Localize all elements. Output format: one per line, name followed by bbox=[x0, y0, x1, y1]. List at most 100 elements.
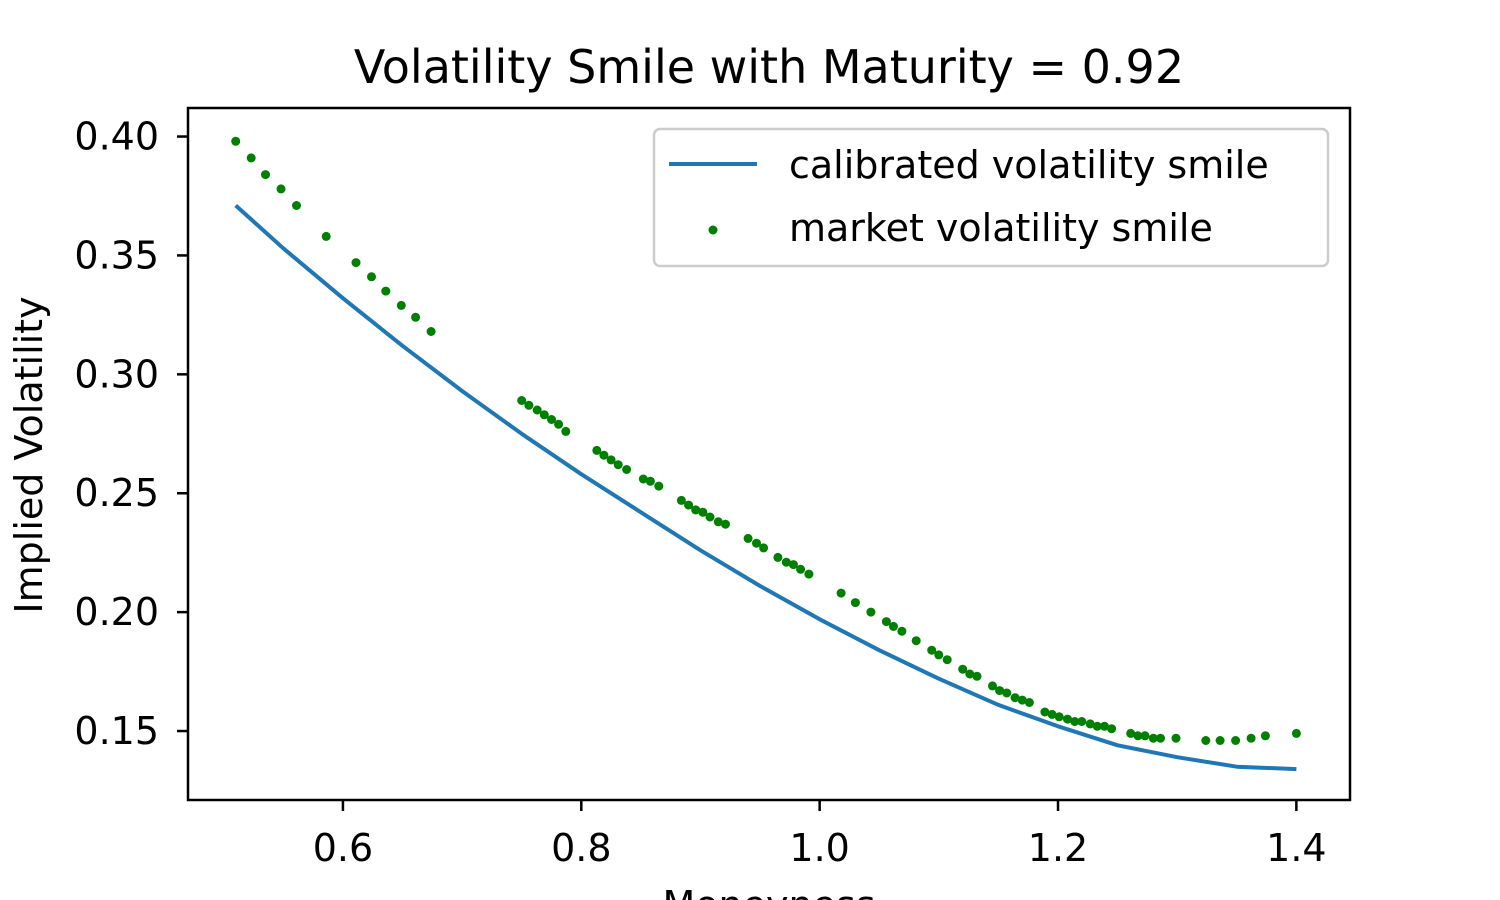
market-smile-point bbox=[759, 543, 769, 553]
market-smile-point bbox=[231, 136, 241, 146]
market-smile-point bbox=[261, 170, 270, 180]
legend-dot-swatch bbox=[708, 225, 718, 235]
market-smile-point bbox=[866, 607, 876, 617]
market-smile-point bbox=[592, 445, 602, 455]
y-tick-label: 0.20 bbox=[74, 590, 159, 634]
market-smile-point bbox=[1070, 717, 1080, 726]
market-smile-point bbox=[396, 300, 406, 310]
market-smile-point bbox=[804, 569, 814, 579]
market-smile-point bbox=[788, 560, 798, 570]
market-smile-point bbox=[1215, 736, 1225, 745]
market-smile-point bbox=[1100, 721, 1109, 731]
market-smile-point bbox=[1077, 717, 1087, 726]
y-tick-label: 0.40 bbox=[74, 115, 159, 159]
market-smile-point bbox=[958, 664, 968, 674]
market-smile-point bbox=[638, 474, 648, 484]
market-smile-point bbox=[292, 201, 301, 210]
market-smile-point bbox=[1107, 724, 1117, 734]
legend-label-market: market volatility smile bbox=[789, 206, 1213, 250]
market-smile-point bbox=[1010, 693, 1020, 703]
market-smile-point bbox=[645, 476, 655, 486]
market-smile-point bbox=[1171, 733, 1181, 743]
y-tick-label: 0.25 bbox=[74, 471, 159, 515]
market-smile-point bbox=[676, 495, 686, 505]
market-smile-point bbox=[995, 686, 1005, 696]
y-tick-label: 0.15 bbox=[74, 709, 159, 753]
market-smile-point bbox=[1140, 731, 1150, 741]
market-smile-point bbox=[972, 671, 982, 681]
market-smile-point bbox=[1291, 728, 1301, 738]
market-smile-point bbox=[881, 617, 891, 627]
market-smile-point bbox=[381, 286, 391, 296]
y-axis-title: Implied Volatility bbox=[7, 296, 51, 613]
y-tick-label: 0.35 bbox=[74, 233, 159, 277]
market-smile-point bbox=[934, 650, 944, 660]
market-smile-point bbox=[606, 455, 616, 465]
market-smile-point bbox=[1148, 733, 1158, 743]
market-smile-point bbox=[613, 460, 623, 470]
market-smile-point bbox=[850, 598, 860, 608]
market-smile-point bbox=[524, 400, 534, 410]
market-smile-point bbox=[1246, 733, 1256, 743]
market-smile-point bbox=[691, 505, 701, 515]
x-axis-title: Moneyness bbox=[662, 883, 875, 900]
market-smile-point bbox=[246, 153, 256, 163]
market-smile-point bbox=[411, 312, 421, 322]
market-smile-point bbox=[1260, 731, 1270, 741]
market-smile-point bbox=[1017, 695, 1027, 705]
market-smile-point bbox=[1231, 736, 1241, 745]
market-smile-point bbox=[988, 681, 997, 691]
market-smile-point bbox=[276, 184, 286, 194]
market-smile-point bbox=[965, 669, 975, 679]
plot-area bbox=[231, 136, 1301, 772]
market-smile-point bbox=[599, 450, 609, 460]
market-smile-point bbox=[1085, 719, 1095, 729]
market-smile-point bbox=[547, 415, 556, 424]
market-smile-point bbox=[1024, 698, 1034, 707]
y-tick-label: 0.30 bbox=[74, 352, 159, 396]
market-smile-point bbox=[897, 626, 907, 636]
x-tick-label: 1.4 bbox=[1266, 826, 1326, 870]
market-smile-point bbox=[889, 621, 898, 631]
market-smile-point bbox=[517, 396, 527, 405]
market-smile-point bbox=[1201, 736, 1211, 745]
market-smile-point bbox=[684, 500, 694, 510]
market-smile-point bbox=[426, 327, 436, 336]
market-smile-point bbox=[654, 481, 664, 491]
market-smile-point bbox=[622, 465, 632, 474]
market-smile-point bbox=[1063, 714, 1072, 724]
chart-title: Volatility Smile with Maturity = 0.92 bbox=[354, 40, 1184, 94]
market-smile-point bbox=[561, 426, 571, 436]
market-smile-point bbox=[351, 258, 361, 268]
axis-ticks: 0.6 0.8 1.0 1.2 1.4 0.15 0.20 0.25 0.30 0.35 0.40 bbox=[74, 115, 1326, 870]
x-tick-label: 0.8 bbox=[551, 826, 611, 870]
market-smile-point bbox=[781, 557, 791, 567]
market-smile-point bbox=[796, 564, 806, 574]
market-smile-point bbox=[539, 410, 549, 420]
market-smile-point bbox=[321, 231, 331, 241]
market-smile-point bbox=[705, 512, 715, 522]
x-tick-label: 0.6 bbox=[313, 826, 373, 870]
market-smile-point bbox=[554, 419, 564, 429]
market-smile-point bbox=[1092, 721, 1102, 731]
market-smile-point bbox=[773, 552, 783, 562]
legend: calibrated volatility smile market volat… bbox=[652, 127, 1330, 268]
market-smile-point bbox=[743, 533, 753, 543]
market-smile-point bbox=[1002, 688, 1012, 698]
market-smile-point bbox=[752, 538, 761, 548]
x-tick-label: 1.0 bbox=[789, 826, 849, 870]
market-smile-point bbox=[532, 405, 542, 415]
market-smile-point bbox=[1040, 707, 1050, 717]
market-smile-point bbox=[698, 507, 708, 517]
x-tick-label: 1.2 bbox=[1028, 826, 1088, 870]
market-smile-point bbox=[836, 588, 846, 598]
market-smile-point bbox=[713, 517, 723, 527]
market-smile-point bbox=[367, 272, 376, 282]
market-smile-point bbox=[1126, 728, 1136, 738]
calibrated-smile-line bbox=[234, 204, 1297, 772]
market-smile-point bbox=[927, 645, 937, 655]
market-smile-point bbox=[1054, 712, 1064, 722]
market-smile-point bbox=[1156, 733, 1165, 743]
market-smile-point bbox=[942, 655, 952, 665]
